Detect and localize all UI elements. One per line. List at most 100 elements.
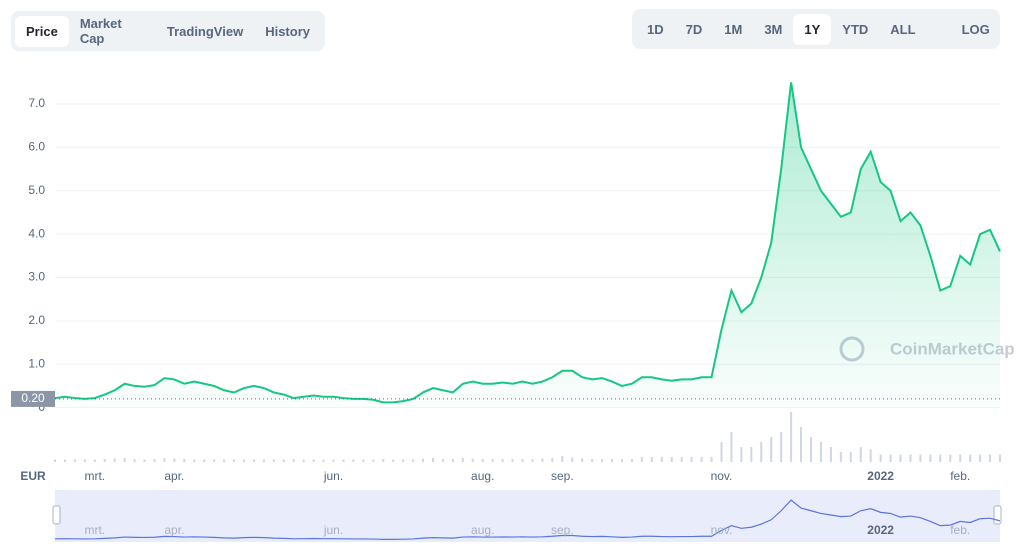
- volume-bar: [810, 437, 812, 462]
- volume-bar: [621, 459, 623, 462]
- volume-bar: [690, 457, 693, 462]
- y-tick-label: 1.0: [28, 356, 45, 370]
- volume-bar: [193, 459, 196, 462]
- log-button[interactable]: LOG: [961, 21, 990, 37]
- volume-bar: [889, 454, 892, 462]
- navigator-handle[interactable]: [993, 505, 1002, 525]
- volume-bar: [173, 458, 176, 462]
- volume-bar: [730, 432, 733, 462]
- x-tick-label: 2022: [867, 469, 894, 483]
- volume-bar: [63, 459, 66, 462]
- volume-bar: [521, 459, 524, 462]
- volume-bar: [790, 412, 793, 462]
- volume-bar: [630, 459, 633, 462]
- volume-bar: [879, 454, 882, 462]
- volume-bar: [243, 459, 245, 462]
- reference-label: 0.20: [21, 391, 45, 405]
- volume-bar: [601, 459, 604, 462]
- navigator-label: sep.: [551, 523, 574, 537]
- volume-bar: [531, 459, 534, 462]
- volume-bar: [551, 458, 554, 462]
- volume-bar: [183, 459, 186, 462]
- volume-bar: [819, 442, 822, 462]
- volume-bar: [83, 459, 86, 462]
- volume-bar: [54, 459, 56, 462]
- volume-bar: [501, 459, 504, 462]
- range-button[interactable]: 7D: [685, 21, 703, 37]
- watermark: CoinMarketCap: [890, 339, 1015, 358]
- volume-bar: [571, 457, 574, 462]
- navigator-label: feb.: [950, 523, 970, 537]
- range-button[interactable]: ALL: [890, 21, 916, 37]
- navigator-label: apr.: [164, 523, 184, 537]
- volume-bar: [223, 459, 226, 462]
- volume-bar: [780, 432, 783, 462]
- tab[interactable]: TradingView: [166, 23, 244, 39]
- volume-bar: [272, 459, 275, 462]
- range-button[interactable]: 1D: [647, 21, 664, 37]
- volume-bar: [760, 442, 763, 462]
- volume-bar: [700, 457, 703, 462]
- tab[interactable]: History: [265, 23, 310, 39]
- volume-bar: [770, 437, 773, 462]
- volume-bar: [829, 447, 832, 462]
- volume-bar: [451, 459, 454, 462]
- volume-bar: [143, 459, 146, 462]
- range-button[interactable]: 1M: [724, 21, 743, 37]
- tab-group: Price Market Cap TradingView History: [11, 11, 325, 51]
- y-tick-label: 6.0: [28, 140, 45, 154]
- volume-bar: [382, 459, 385, 462]
- volume-bar: [640, 457, 643, 462]
- volume-bar: [899, 454, 902, 462]
- y-tick-label: 7.0: [28, 96, 45, 110]
- x-tick-label: jun.: [323, 469, 343, 483]
- volume-bar: [919, 454, 922, 462]
- volume-bar: [432, 458, 434, 462]
- tab[interactable]: Market Cap: [79, 16, 122, 46]
- volume-bar: [113, 458, 116, 462]
- x-tick-label: feb.: [950, 469, 970, 483]
- volume-bar: [292, 459, 295, 462]
- navigator-label: mrt.: [84, 523, 105, 537]
- volume-bar: [999, 454, 1001, 462]
- volume-bar: [720, 442, 723, 462]
- volume-bar: [949, 454, 952, 462]
- price-line: [54, 82, 1001, 404]
- y-tick-label: 2.0: [28, 313, 45, 327]
- navigator-bg: [55, 490, 1000, 542]
- volume-bar: [372, 459, 375, 462]
- navigator-label: 2022: [867, 523, 894, 537]
- navigator-handle[interactable]: [52, 505, 61, 525]
- range-button[interactable]: YTD: [842, 21, 869, 37]
- range-button[interactable]: 3M: [764, 21, 783, 37]
- range-button[interactable]: 1Y: [793, 13, 832, 45]
- volume-bar: [591, 459, 594, 462]
- volume-bar: [342, 459, 345, 462]
- volume-bar: [909, 454, 912, 462]
- volume-bar: [581, 458, 584, 462]
- volume-bar: [541, 458, 544, 462]
- volume-bar: [740, 447, 743, 462]
- x-tick-label: sep.: [551, 469, 574, 483]
- reference-label-bg: [11, 390, 55, 407]
- volume-bar: [412, 459, 415, 462]
- volume-bar: [93, 459, 96, 462]
- x-tick-label: apr.: [164, 469, 184, 483]
- x-tick-label: aug.: [471, 469, 494, 483]
- volume-bar: [859, 447, 862, 462]
- volume-bar: [203, 459, 206, 462]
- navigator-label: nov.: [711, 523, 733, 537]
- tab[interactable]: Price: [15, 15, 69, 47]
- volume-bar: [839, 452, 842, 462]
- volume-bar: [133, 459, 136, 462]
- volume-bar: [441, 459, 444, 462]
- volume-bar: [710, 457, 713, 462]
- volume-bar: [153, 459, 156, 462]
- watermark-logo: [839, 336, 865, 362]
- volume-bar: [611, 459, 614, 462]
- area: [55, 82, 1000, 408]
- volume-bar: [491, 459, 494, 462]
- volume-bar: [650, 457, 653, 462]
- navigator-line: [54, 499, 1001, 540]
